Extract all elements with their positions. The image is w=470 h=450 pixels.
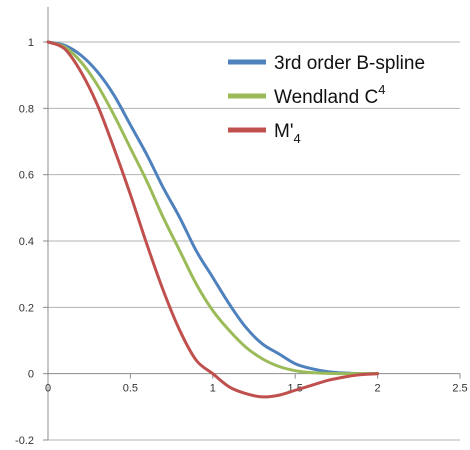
y-tick-label-4: 0.6	[19, 170, 34, 182]
series-line-wendland-c4	[46, 40, 380, 376]
x-tick-label-0: 0	[45, 383, 51, 395]
legend-label-m-4: M'4	[274, 121, 301, 146]
x-tick-label-1: 0.5	[123, 383, 138, 395]
y-tick-label-1: 0	[28, 369, 34, 381]
x-tick-label-5: 2.5	[452, 383, 467, 395]
series-lines	[46, 40, 380, 399]
axes	[43, 7, 461, 441]
legend: 3rd order B-spline Wendland C4 M'4	[228, 53, 425, 146]
series-line-m-4	[46, 40, 380, 399]
grid-lines	[48, 41, 460, 441]
x-tick-label-2: 1	[210, 383, 216, 395]
legend-label-3rd-order-b-spline: 3rd order B-spline	[274, 53, 425, 74]
y-tick-label-2: 0.2	[19, 302, 34, 314]
legend-label-wendland-c4: Wendland C4	[274, 82, 385, 108]
y-tick-label-5: 0.8	[19, 103, 34, 115]
y-tick-label-3: 0.4	[19, 236, 34, 248]
y-tick-label-0: -0.2	[15, 435, 34, 447]
x-tick-label-4: 2	[375, 383, 381, 395]
y-tick-label-6: 1	[28, 37, 34, 49]
series-line-3rd-order-b-spline	[46, 40, 380, 376]
